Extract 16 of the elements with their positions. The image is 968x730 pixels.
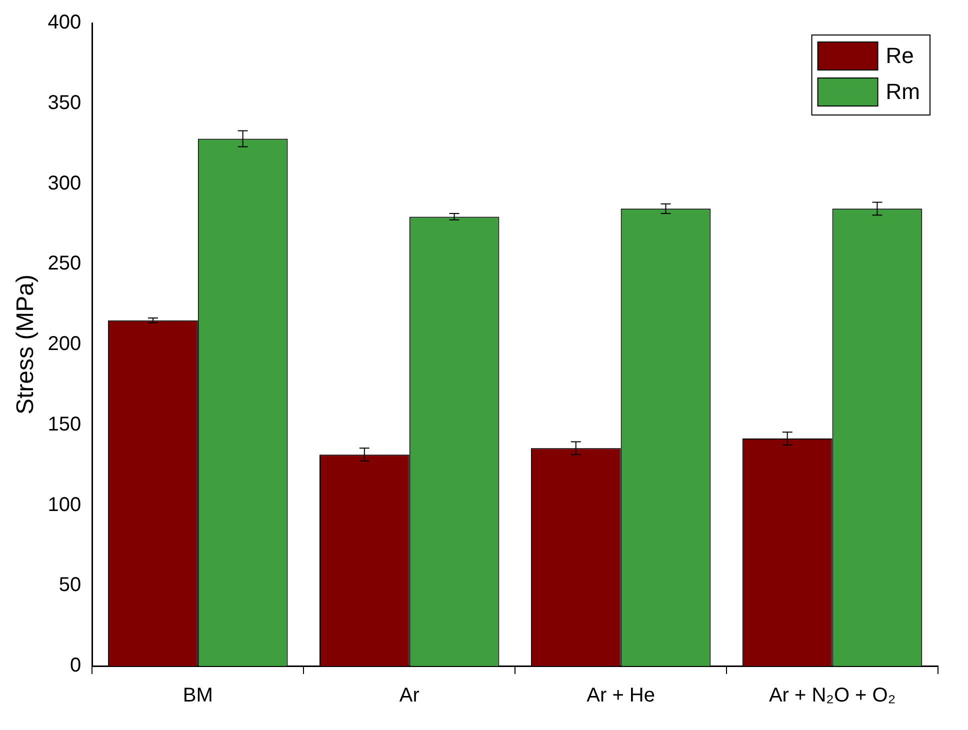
y-tick-label: 0 (70, 654, 82, 677)
x-tick-label: Ar + N₂O + O₂ (768, 684, 896, 707)
y-axis-title: Stress (MPa) (12, 274, 40, 415)
y-tick-label: 50 (58, 574, 82, 596)
legend-label: Re (886, 43, 914, 68)
y-tick-label: 350 (48, 92, 82, 114)
y-tick-label: 300 (48, 172, 82, 194)
y-tick-label: 150 (48, 413, 82, 436)
x-tick-label: BM (182, 684, 213, 707)
x-tick-label: Ar (399, 684, 420, 707)
y-tick-label: 200 (48, 333, 82, 356)
legend-label: Rm (886, 79, 920, 104)
x-tick-label: Ar + He (586, 684, 655, 707)
y-tick-label: 100 (48, 494, 82, 516)
y-tick-label: 400 (48, 12, 82, 34)
y-tick-label: 250 (48, 252, 82, 275)
